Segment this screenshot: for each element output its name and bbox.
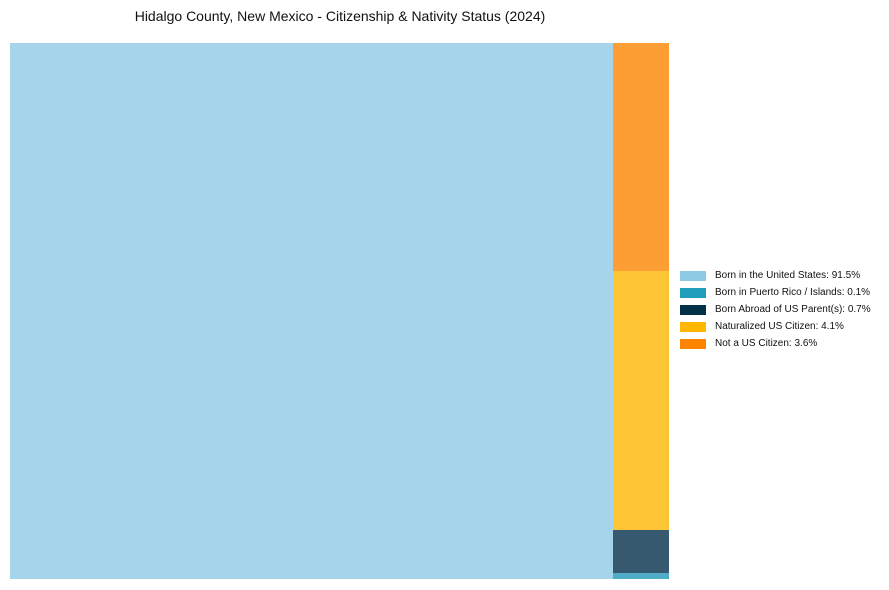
legend-swatch-icon [680, 270, 706, 281]
legend-item: Born in Puerto Rico / Islands: 0.1% [680, 284, 871, 301]
legend-item: Naturalized US Citizen: 4.1% [680, 318, 871, 335]
treemap-tile [10, 43, 613, 579]
treemap-tile [613, 43, 669, 271]
legend-label: Born Abroad of US Parent(s): 0.7% [715, 304, 871, 315]
legend-swatch-icon [680, 304, 706, 315]
legend-label: Not a US Citizen: 3.6% [715, 338, 818, 349]
chart-title: Hidalgo County, New Mexico - Citizenship… [134, 8, 546, 24]
legend: Born in the United States: 91.5% Born in … [680, 267, 871, 352]
legend-swatch-icon [680, 287, 706, 298]
legend-label: Born in Puerto Rico / Islands: 0.1% [715, 287, 871, 298]
legend-label: Born in the United States: 91.5% [715, 270, 861, 281]
treemap-tile [613, 271, 669, 530]
legend-item: Born in the United States: 91.5% [680, 267, 871, 284]
legend-swatch-icon [680, 321, 706, 332]
legend-item: Not a US Citizen: 3.6% [680, 335, 871, 352]
treemap-tile [613, 573, 669, 579]
legend-swatch-icon [680, 338, 706, 349]
treemap-tile [613, 530, 669, 573]
legend-label: Naturalized US Citizen: 4.1% [715, 321, 844, 332]
legend-item: Born Abroad of US Parent(s): 0.7% [680, 301, 871, 318]
treemap [10, 43, 669, 579]
